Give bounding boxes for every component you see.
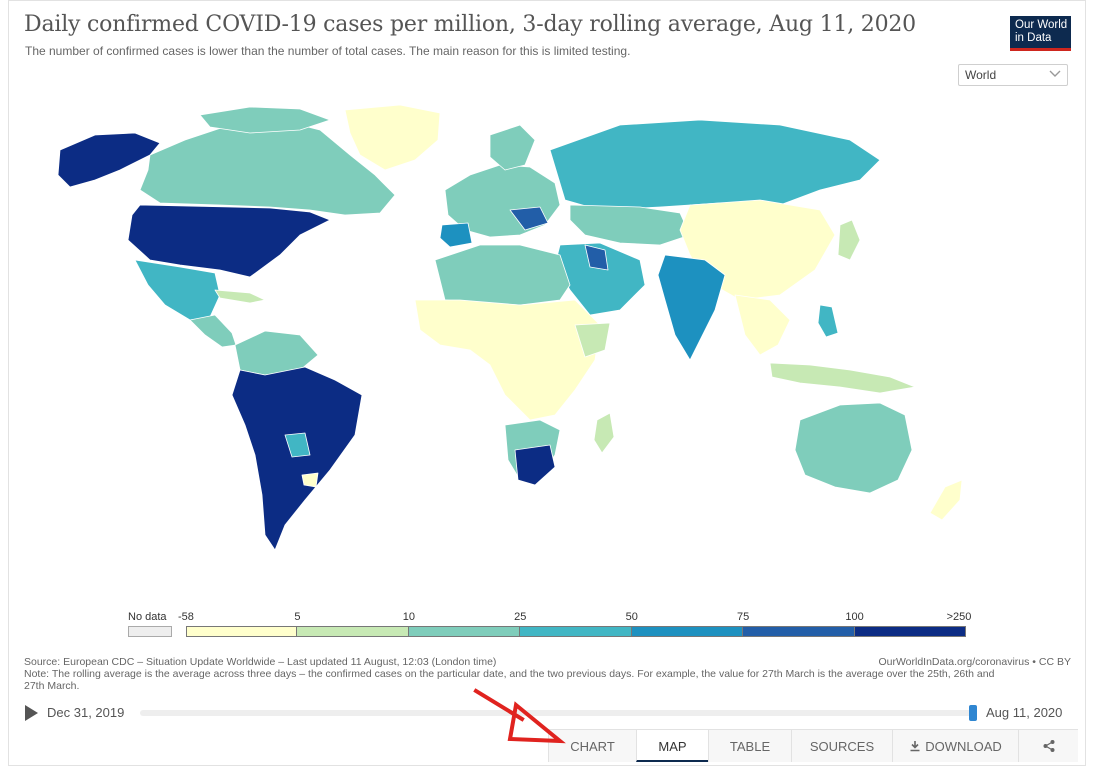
annotation-arrow-icon [473, 688, 566, 744]
region-arctic-islands [199, 106, 331, 134]
timeline-handle[interactable] [969, 705, 977, 721]
timeline-slider[interactable] [140, 710, 976, 716]
region-philippines [817, 304, 839, 338]
logo-line-2: in Data [1015, 32, 1052, 44]
tab-share[interactable] [1018, 730, 1078, 762]
region-southeast-asia [734, 294, 791, 356]
timeline-end-date: Aug 11, 2020 [986, 705, 1063, 720]
region-russia [549, 119, 881, 211]
region-select[interactable]: World [958, 64, 1068, 86]
region-central-asia [569, 204, 691, 246]
legend-bin[interactable] [297, 626, 409, 637]
region-south-america [231, 366, 363, 551]
logo-line-1: Our World [1015, 19, 1068, 31]
region-paraguay [284, 432, 311, 458]
region-japan [837, 219, 861, 261]
legend-tick-label: 100 [845, 611, 864, 623]
legend-bin[interactable] [520, 626, 632, 637]
legend-no-data-swatch[interactable] [128, 626, 172, 637]
view-tabs: CHART MAP TABLE SOURCES DOWNLOAD [548, 729, 1078, 762]
region-new-zealand [929, 479, 963, 521]
tab-sources-label: SOURCES [809, 739, 875, 754]
tab-chart-label: CHART [570, 739, 615, 754]
tab-map[interactable]: MAP [636, 730, 708, 762]
tab-sources[interactable]: SOURCES [791, 730, 892, 762]
region-india [657, 254, 726, 361]
play-icon[interactable] [25, 705, 38, 721]
tab-table-label: TABLE [729, 739, 771, 754]
tab-download[interactable]: DOWNLOAD [892, 730, 1018, 762]
chart-subtitle: The number of confirmed cases is lower t… [25, 44, 631, 58]
chart-title: Daily confirmed COVID-19 cases per milli… [24, 12, 916, 37]
legend-bin[interactable] [408, 626, 521, 637]
legend-bin[interactable] [631, 626, 744, 637]
region-horn-of-africa [574, 322, 611, 358]
region-australia [794, 402, 913, 494]
region-uruguay [301, 472, 319, 488]
legend-no-data-label: No data [128, 611, 167, 623]
legend-tick-label: 10 [402, 611, 415, 623]
tab-chart[interactable]: CHART [548, 730, 636, 762]
region-caribbean [214, 289, 266, 304]
tab-download-label: DOWNLOAD [925, 739, 1002, 754]
region-spain [439, 222, 473, 248]
owid-logo[interactable]: Our World in Data [1010, 16, 1071, 51]
region-mexico [134, 259, 221, 321]
note-text: Note: The rolling average is the average… [24, 668, 995, 692]
region-alaska [57, 132, 161, 188]
legend-tick-label: -58 [178, 611, 194, 623]
legend-bin[interactable] [854, 626, 966, 637]
legend-bin[interactable] [743, 626, 855, 637]
region-madagascar [593, 412, 615, 454]
region-select-value: World [965, 68, 997, 82]
region-indonesia [769, 362, 916, 394]
region-central-africa [414, 299, 601, 421]
legend-bin[interactable] [186, 626, 298, 637]
region-south-africa [514, 444, 556, 486]
region-iraq [584, 244, 609, 271]
legend-tick-label: 25 [514, 611, 527, 623]
attribution-link[interactable]: OurWorldInData.org/coronavirus • CC BY [878, 656, 1071, 668]
chevron-down-icon [1049, 70, 1061, 77]
region-north-africa [434, 244, 571, 306]
legend-tick-label: >250 [946, 611, 972, 623]
tab-map-label: MAP [658, 739, 687, 754]
legend-tick-label: 50 [625, 611, 638, 623]
region-usa [127, 204, 331, 278]
region-scandinavia [489, 124, 536, 171]
world-map[interactable] [0, 95, 1093, 565]
source-note: Source: European CDC – Situation Update … [24, 656, 1014, 692]
source-text: Source: European CDC – Situation Update … [24, 656, 497, 668]
download-icon [910, 741, 920, 752]
region-greenland [344, 104, 441, 171]
timeline-start-date: Dec 31, 2019 [47, 705, 125, 720]
legend-tick-label: 75 [737, 611, 750, 623]
region-central-america [189, 314, 237, 348]
legend-tick-label: 5 [294, 611, 301, 623]
tab-table[interactable]: TABLE [708, 730, 791, 762]
share-icon [1043, 740, 1054, 752]
region-balkans [509, 206, 549, 231]
